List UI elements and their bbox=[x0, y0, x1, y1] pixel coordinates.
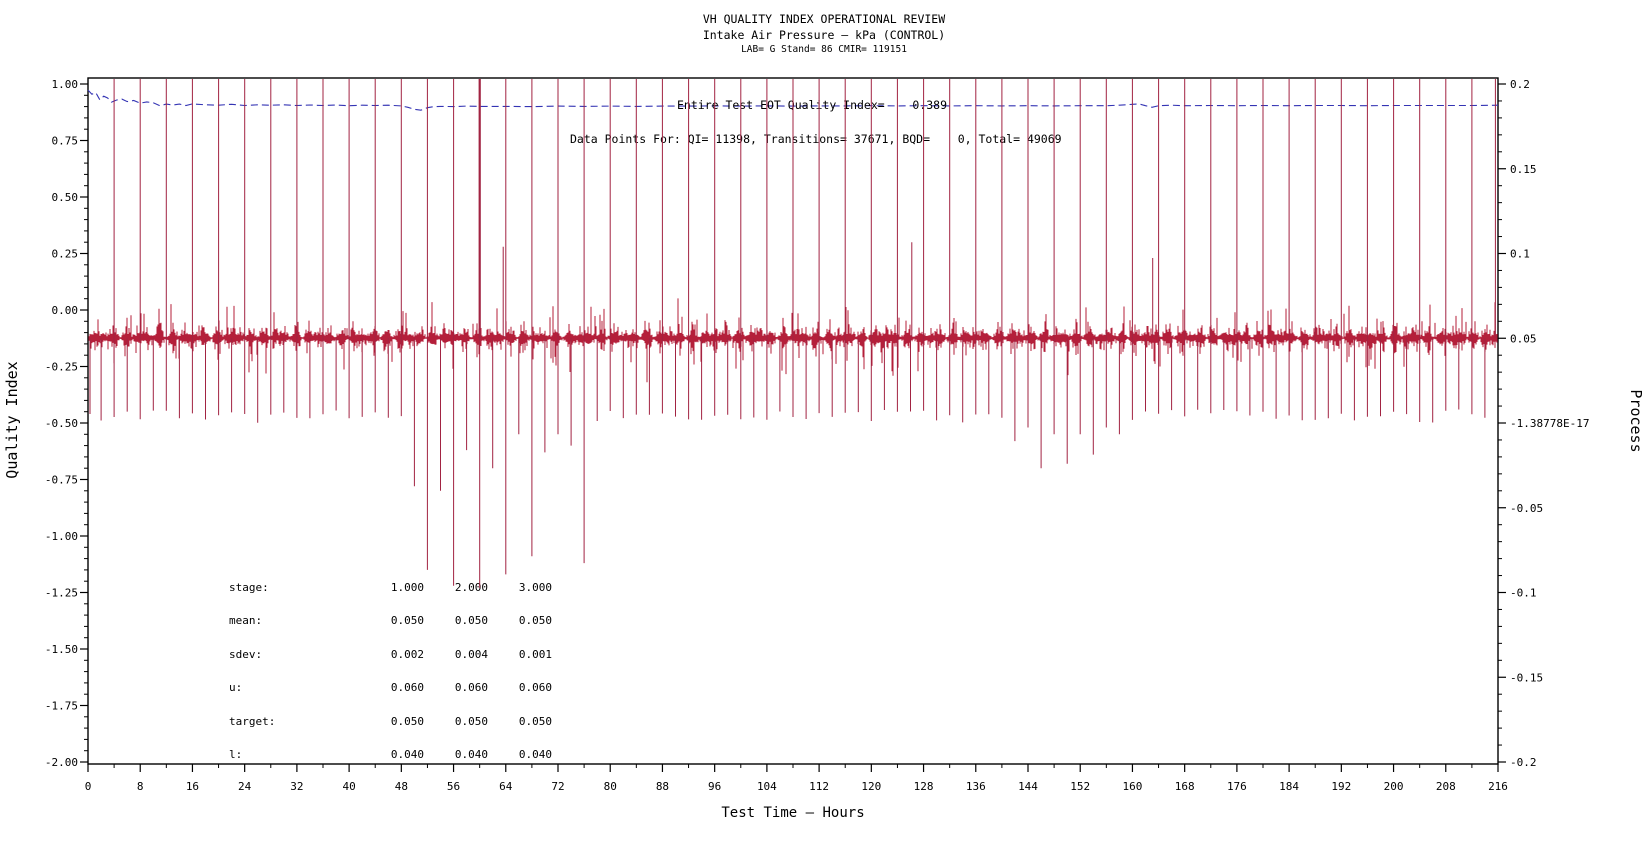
x-axis-tick-label: 136 bbox=[966, 780, 986, 793]
x-axis-tick-label: 184 bbox=[1279, 780, 1299, 793]
y-right-tick-label: -0.05 bbox=[1510, 502, 1543, 515]
x-axis-title: Test Time — Hours bbox=[721, 805, 865, 821]
stats-row-label: u: bbox=[229, 681, 242, 694]
x-axis-tick-label: 80 bbox=[604, 780, 617, 793]
x-axis-tick-label: 112 bbox=[809, 780, 829, 793]
x-axis-tick-label: 56 bbox=[447, 780, 460, 793]
stats-value: 0.060 bbox=[391, 681, 424, 694]
y-left-tick-label: -0.50 bbox=[45, 417, 78, 430]
y-left-tick-label: 1.00 bbox=[52, 78, 79, 91]
x-axis-tick-label: 176 bbox=[1227, 780, 1247, 793]
x-axis-tick-label: 88 bbox=[656, 780, 669, 793]
x-axis-tick-label: 0 bbox=[85, 780, 92, 793]
transition-up-spikes bbox=[113, 79, 1496, 339]
stats-value: 0.050 bbox=[391, 715, 424, 728]
stats-row-label: stage: bbox=[229, 581, 269, 594]
deep-excursion-spikes bbox=[413, 338, 1120, 588]
stats-value: 1.000 bbox=[391, 581, 424, 594]
stats-row-label: l: bbox=[229, 748, 242, 761]
stats-value: 0.050 bbox=[519, 614, 552, 627]
stats-value: 0.040 bbox=[455, 748, 488, 761]
x-axis-tick-label: 144 bbox=[1018, 780, 1038, 793]
y-right-tick-label: 0.2 bbox=[1510, 78, 1530, 91]
stats-table: stage: 1.000 2.000 3.000 mean: 0.050 0.050 0.05… bbox=[229, 581, 552, 761]
annotation-eot-quality-index: Entire Test EOT Quality Index= 0.389 bbox=[677, 98, 947, 112]
y-right-tick-label: -0.2 bbox=[1510, 756, 1537, 769]
stats-value: 0.050 bbox=[455, 614, 488, 627]
x-axis-tick-label: 48 bbox=[395, 780, 408, 793]
stats-row-label: sdev: bbox=[229, 648, 262, 661]
y-right-tick-label: -0.1 bbox=[1510, 587, 1537, 600]
y-right-tick-label: 0.1 bbox=[1510, 248, 1530, 261]
chart-subtitle: Intake Air Pressure — kPa (CONTROL) bbox=[702, 28, 946, 42]
eot-quality-index-line bbox=[87, 89, 1499, 111]
y-right-tick-label: -0.15 bbox=[1510, 671, 1543, 684]
axes-group: 1.00 0.75 0.50 0.25 0.00 -0.25 -0.50 -0.75 -1.00… bbox=[45, 77, 1589, 793]
chart-title: VH QUALITY INDEX OPERATIONAL REVIEW bbox=[702, 12, 946, 26]
x-axis-tick-label: 128 bbox=[914, 780, 934, 793]
stats-value: 3.000 bbox=[519, 581, 552, 594]
stats-value: 0.004 bbox=[455, 648, 488, 661]
y-right-tick-label: -1.38778E-17 bbox=[1510, 417, 1589, 430]
stats-value: 0.050 bbox=[391, 614, 424, 627]
x-axis-tick-label: 64 bbox=[499, 780, 513, 793]
x-axis-tick-label: 40 bbox=[342, 780, 355, 793]
stats-row-label: mean: bbox=[229, 614, 262, 627]
y-left-tick-label: -1.75 bbox=[45, 700, 78, 713]
x-axis-tick-label: 200 bbox=[1384, 780, 1404, 793]
y-left-tick-label: -1.25 bbox=[45, 587, 78, 600]
x-axis-tick-label: 160 bbox=[1123, 780, 1143, 793]
stats-row-label: target: bbox=[229, 715, 275, 728]
stats-value: 2.000 bbox=[455, 581, 488, 594]
stats-value: 0.050 bbox=[519, 715, 552, 728]
x-axis-tick-label: 216 bbox=[1488, 780, 1508, 793]
y-right-tick-label: 0.05 bbox=[1510, 332, 1537, 345]
stats-value: 0.060 bbox=[519, 681, 552, 694]
y-left-tick-label: -2.00 bbox=[45, 756, 78, 769]
y-left-tick-label: 0.50 bbox=[52, 191, 79, 204]
x-axis-tick-label: 208 bbox=[1436, 780, 1456, 793]
stats-value: 0.001 bbox=[519, 648, 552, 661]
x-axis-tick-label: 8 bbox=[137, 780, 144, 793]
stats-value: 0.040 bbox=[391, 748, 424, 761]
x-axis-tick-label: 192 bbox=[1331, 780, 1351, 793]
right-axis-title: Process bbox=[1627, 389, 1645, 452]
quality-index-line-group bbox=[87, 89, 1499, 111]
transition-down-spikes bbox=[89, 338, 1486, 423]
y-left-tick-label: 0.25 bbox=[52, 248, 79, 261]
left-axis-title: Quality Index bbox=[3, 361, 21, 478]
x-axis-tick-label: 96 bbox=[708, 780, 721, 793]
x-axis-tick-label: 120 bbox=[861, 780, 881, 793]
annotation-data-points: Data Points For: QI= 11398, Transitions=… bbox=[570, 132, 1062, 146]
stats-value: 0.002 bbox=[391, 648, 424, 661]
y-left-tick-label: -0.25 bbox=[45, 361, 78, 374]
x-axis-tick-label: 24 bbox=[238, 780, 252, 793]
y-left-tick-label: 0.75 bbox=[52, 135, 79, 148]
y-left-tick-label: -1.50 bbox=[45, 643, 78, 656]
y-left-tick-label: -0.75 bbox=[45, 474, 78, 487]
x-axis-tick-label: 168 bbox=[1175, 780, 1195, 793]
stats-value: 0.060 bbox=[455, 681, 488, 694]
x-axis-tick-label: 16 bbox=[186, 780, 199, 793]
stats-value: 0.040 bbox=[519, 748, 552, 761]
x-axis-tick-label: 72 bbox=[551, 780, 564, 793]
x-axis-tick-label: 104 bbox=[757, 780, 777, 793]
y-right-tick-label: 0.15 bbox=[1510, 163, 1537, 176]
process-signal-group bbox=[88, 79, 1498, 588]
y-left-tick-label: -1.00 bbox=[45, 530, 78, 543]
chart-meta: LAB= G Stand= 86 CMIR= 119151 bbox=[741, 44, 907, 55]
partial-up-spikes bbox=[502, 242, 1154, 339]
x-axis-tick-label: 152 bbox=[1070, 780, 1090, 793]
stats-value: 0.050 bbox=[455, 715, 488, 728]
x-axis-tick-label: 32 bbox=[290, 780, 303, 793]
y-left-tick-label: 0.00 bbox=[52, 304, 79, 317]
